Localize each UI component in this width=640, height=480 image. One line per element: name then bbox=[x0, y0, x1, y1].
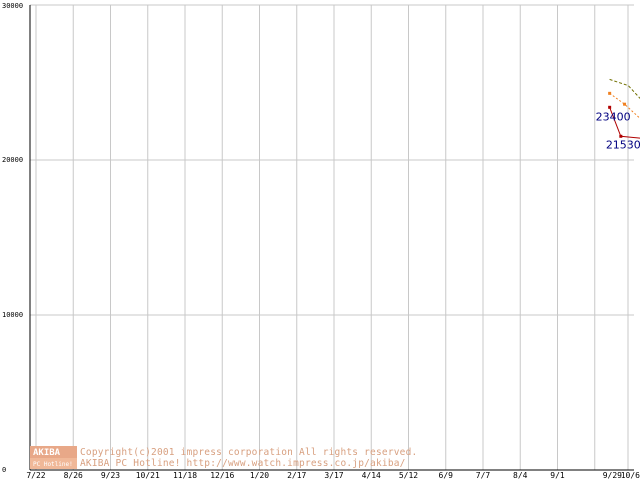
x-tick-label-3: 10/21 bbox=[136, 471, 160, 480]
x-tick-label-0: 7/22 bbox=[26, 471, 45, 480]
logo-top-text: AKIBA bbox=[33, 448, 61, 458]
y-tick-label-3: 30000 bbox=[2, 2, 23, 10]
series-1-point-1 bbox=[623, 102, 627, 106]
data-label-1: 21530 bbox=[606, 138, 640, 151]
y-tick-label-0: 0 bbox=[2, 466, 6, 474]
copyright-line: Copyright(c)2001 impress corporation All… bbox=[80, 447, 417, 458]
grid-vertical bbox=[35, 5, 629, 470]
data-label-0: 23400 bbox=[596, 110, 631, 123]
series-1 bbox=[608, 91, 640, 120]
akiba-logo: AKIBA PC Hotline! bbox=[30, 446, 77, 469]
x-tick-label-16: 10/6 bbox=[621, 471, 640, 480]
series-0-point-0 bbox=[608, 105, 612, 109]
x-tick-label-7: 2/17 bbox=[287, 471, 306, 480]
x-tick-label-4: 11/18 bbox=[173, 471, 197, 480]
x-tick-label-14: 9/1 bbox=[550, 471, 565, 480]
series-0 bbox=[608, 105, 640, 139]
y-axis-ticks: 0 10000 20000 30000 bbox=[2, 2, 23, 474]
x-tick-label-12: 7/7 bbox=[476, 471, 491, 480]
y-tick-label-1: 10000 bbox=[2, 311, 23, 319]
x-tick-label-15: 9/29 bbox=[603, 471, 622, 480]
x-axis-ticks: 7/22 8/26 9/23 10/21 11/18 12/16 1/20 2/17 3/17 4… bbox=[26, 471, 640, 480]
logo-bottom-text: PC Hotline! bbox=[33, 461, 73, 468]
series-layer bbox=[608, 78, 640, 139]
x-tick-label-11: 6/9 bbox=[439, 471, 454, 480]
x-tick-label-5: 12/16 bbox=[210, 471, 234, 480]
axes bbox=[29, 5, 634, 471]
y-tick-label-2: 20000 bbox=[2, 156, 23, 164]
x-tick-label-1: 8/26 bbox=[64, 471, 83, 480]
x-tick-label-2: 9/23 bbox=[101, 471, 120, 480]
url-line: AKIBA PC Hotline! http://www.watch.impre… bbox=[80, 458, 406, 469]
x-tick-label-13: 8/4 bbox=[513, 471, 528, 480]
x-tick-label-10: 5/12 bbox=[399, 471, 418, 480]
x-tick-label-6: 1/20 bbox=[250, 471, 269, 480]
series-0-point-1 bbox=[619, 134, 623, 138]
data-labels: 23400215302099917300154701550012600 bbox=[596, 110, 640, 151]
plot-background bbox=[30, 5, 634, 470]
x-tick-label-9: 4/14 bbox=[362, 471, 381, 480]
series-1-point-0 bbox=[608, 91, 612, 95]
watermark: AKIBA PC Hotline! Copyright(c)2001 impre… bbox=[30, 446, 417, 469]
x-tick-label-8: 3/17 bbox=[324, 471, 343, 480]
